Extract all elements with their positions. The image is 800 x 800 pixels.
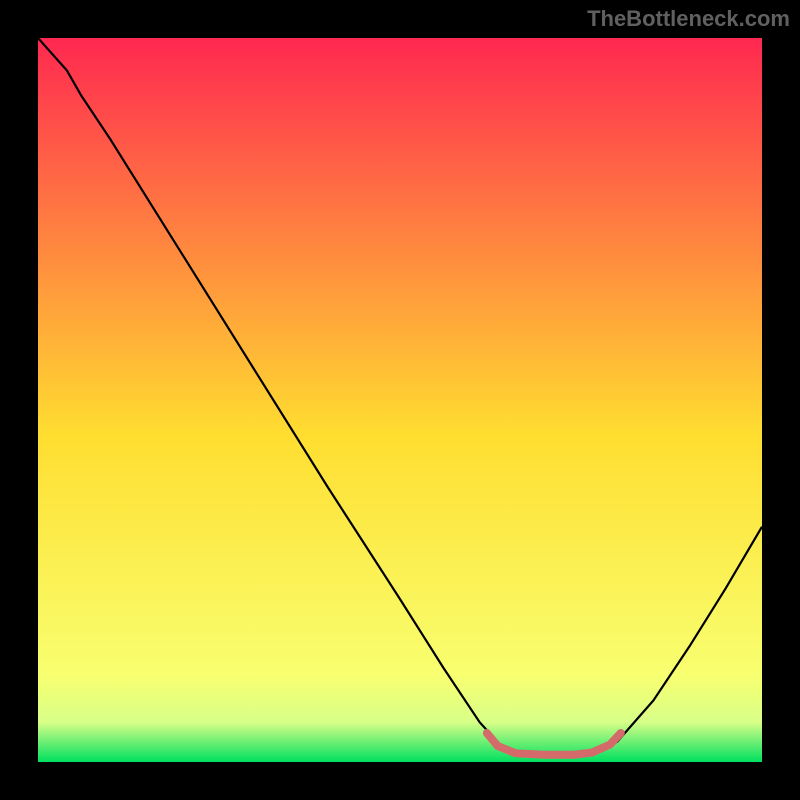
watermark-text: TheBottleneck.com (587, 6, 790, 32)
chart-plot-area (38, 38, 762, 762)
chart-gradient-background (38, 38, 762, 762)
chart-svg (38, 38, 762, 762)
